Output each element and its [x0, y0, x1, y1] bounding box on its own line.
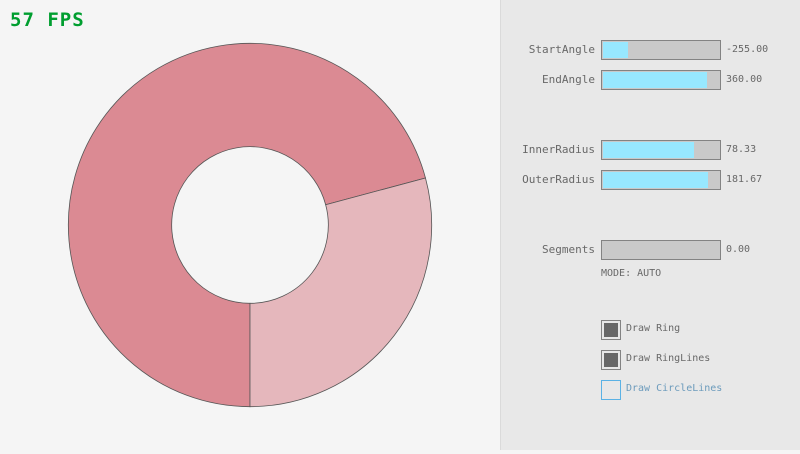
checkbox-check — [604, 383, 618, 397]
draw-ring-checkbox[interactable] — [601, 320, 621, 340]
ring-single-sector — [249, 177, 433, 408]
outer-radius-value: 181.67 — [726, 174, 763, 185]
slider-fill — [603, 42, 629, 58]
controls-panel: StartAngle -255.00 EndAngle 360.00 Inner… — [500, 0, 800, 450]
end-angle-label: EndAngle — [542, 73, 595, 86]
draw-circlelines-label[interactable]: Draw CircleLines — [626, 383, 723, 394]
fps-counter: 57 FPS — [10, 9, 85, 31]
segments-label: Segments — [542, 243, 595, 256]
ring-drawing — [67, 42, 433, 408]
start-angle-label: StartAngle — [528, 43, 595, 56]
ring-canvas — [67, 42, 433, 408]
end-angle-slider[interactable] — [601, 70, 721, 90]
segments-value: 0.00 — [726, 244, 751, 255]
ring-overlap-sector — [67, 42, 426, 408]
draw-ring-label[interactable]: Draw Ring — [626, 323, 681, 334]
end-angle-value: 360.00 — [726, 74, 763, 85]
draw-ringlines-label[interactable]: Draw RingLines — [626, 353, 711, 364]
outer-radius-slider[interactable] — [601, 170, 721, 190]
start-angle-value: -255.00 — [726, 44, 769, 55]
inner-radius-value: 78.33 — [726, 144, 757, 155]
draw-circlelines-checkbox[interactable] — [601, 380, 621, 400]
slider-fill — [603, 142, 694, 158]
slider-fill — [603, 72, 708, 88]
inner-radius-label: InnerRadius — [522, 143, 595, 156]
draw-ringlines-checkbox[interactable] — [601, 350, 621, 370]
checkbox-check — [604, 323, 618, 337]
inner-radius-slider[interactable] — [601, 140, 721, 160]
slider-fill — [603, 172, 709, 188]
checkbox-check — [604, 353, 618, 367]
mode-text: MODE: AUTO — [601, 268, 662, 279]
start-angle-slider[interactable] — [601, 40, 721, 60]
outer-radius-label: OuterRadius — [522, 173, 595, 186]
segments-slider[interactable] — [601, 240, 721, 260]
